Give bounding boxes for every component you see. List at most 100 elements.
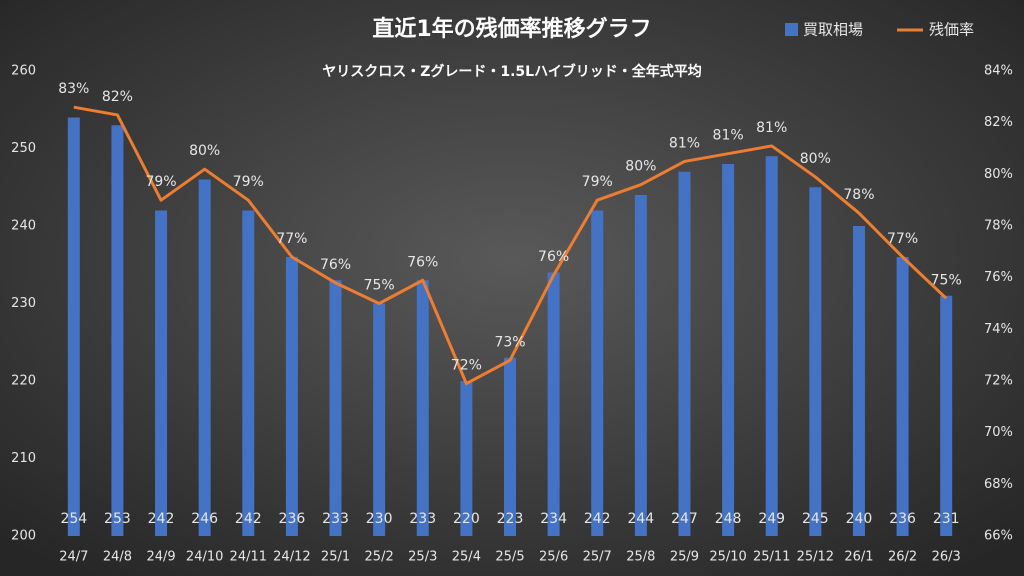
bar xyxy=(504,357,516,536)
y2-tick-label: 68% xyxy=(984,477,1013,492)
bar-value-label: 245 xyxy=(802,511,829,527)
bar-value-label: 248 xyxy=(715,511,742,527)
x-tick-label: 25/12 xyxy=(797,550,834,565)
y-tick-label: 210 xyxy=(11,451,36,466)
bar-value-label: 236 xyxy=(889,511,916,527)
bar-value-label: 253 xyxy=(104,511,131,527)
x-tick-label: 24/8 xyxy=(103,550,132,565)
line-value-label: 79% xyxy=(145,174,176,190)
x-tick-label: 24/10 xyxy=(186,550,223,565)
bar xyxy=(67,117,80,536)
bar-value-label: 242 xyxy=(235,511,262,527)
x-tick-label: 25/11 xyxy=(753,550,790,565)
x-tick-label: 25/3 xyxy=(408,550,437,565)
bar-value-label: 247 xyxy=(671,511,698,527)
bar xyxy=(460,381,473,536)
bar-value-label: 249 xyxy=(758,511,785,527)
bar xyxy=(852,226,865,536)
y2-tick-label: 80% xyxy=(984,167,1013,182)
bar-value-label: 220 xyxy=(453,511,480,527)
x-tick-label: 25/1 xyxy=(321,550,350,565)
bar xyxy=(111,125,124,536)
y-tick-label: 260 xyxy=(11,64,36,79)
x-tick-label: 26/2 xyxy=(888,550,917,565)
line-value-label: 80% xyxy=(800,151,831,167)
line xyxy=(73,105,948,386)
bar-value-label: 234 xyxy=(540,511,567,527)
line-value-label: 77% xyxy=(887,231,918,247)
line-value-label: 80% xyxy=(189,143,220,159)
x-tick-label: 25/7 xyxy=(583,550,612,565)
y-tick-label: 250 xyxy=(11,141,36,156)
bar-value-label: 233 xyxy=(409,511,436,527)
bar-value-label: 223 xyxy=(497,511,524,527)
line-value-label: 81% xyxy=(713,128,744,144)
y-tick-label: 200 xyxy=(11,529,36,544)
x-tick-label: 25/8 xyxy=(626,550,655,565)
x-tick-label: 26/3 xyxy=(932,550,961,565)
y-tick-label: 230 xyxy=(11,296,36,311)
bar-value-label: 231 xyxy=(933,511,960,527)
y2-tick-label: 82% xyxy=(984,115,1013,130)
bar xyxy=(809,187,822,536)
line-value-label: 82% xyxy=(102,89,133,105)
bar xyxy=(634,195,647,536)
y2-tick-label: 84% xyxy=(984,64,1013,79)
line-value-label: 72% xyxy=(451,358,482,374)
line-value-label: 81% xyxy=(756,120,787,136)
bar xyxy=(678,171,691,536)
line-value-label: 75% xyxy=(931,272,962,288)
line-value-label: 81% xyxy=(669,135,700,151)
bar xyxy=(416,280,429,536)
y2-tick-label: 70% xyxy=(984,425,1013,440)
bar-value-label: 230 xyxy=(366,511,393,527)
bar xyxy=(591,210,604,536)
chart-title: 直近1年の残価率推移グラフ xyxy=(372,16,651,42)
bar-value-label: 246 xyxy=(191,511,218,527)
line-value-label: 76% xyxy=(538,249,569,265)
x-tick-label: 24/11 xyxy=(230,550,267,565)
x-tick-label: 24/12 xyxy=(273,550,310,565)
line-value-label: 78% xyxy=(843,187,874,203)
line-value-label: 79% xyxy=(233,174,264,190)
line-value-label: 79% xyxy=(582,174,613,190)
bar xyxy=(242,210,255,536)
x-tick-label: 25/4 xyxy=(452,550,481,565)
y2-tick-label: 76% xyxy=(984,270,1013,285)
x-tick-label: 25/9 xyxy=(670,550,699,565)
y2-tick-label: 74% xyxy=(984,322,1013,337)
bar-value-label: 240 xyxy=(846,511,873,527)
bar xyxy=(722,164,735,536)
x-tick-label: 24/9 xyxy=(146,550,175,565)
legend-label: 残価率 xyxy=(929,21,974,39)
x-tick-label: 25/2 xyxy=(365,550,394,565)
bar-value-label: 244 xyxy=(627,511,654,527)
x-tick-label: 25/6 xyxy=(539,550,568,565)
y-tick-label: 240 xyxy=(11,219,36,234)
y2-tick-label: 72% xyxy=(984,374,1013,389)
legend-label: 買取相場 xyxy=(803,21,863,39)
legend-swatch xyxy=(785,23,798,36)
bar-value-label: 242 xyxy=(148,511,175,527)
line-value-label: 83% xyxy=(58,81,89,97)
chart-subtitle: ヤリスクロス・Zグレード・1.5Lハイブリッド・全年式平均 xyxy=(322,63,702,80)
y2-tick-label: 78% xyxy=(984,219,1013,234)
line-value-label: 80% xyxy=(625,159,656,175)
bar-value-label: 242 xyxy=(584,511,611,527)
bar xyxy=(896,257,909,536)
x-tick-label: 25/10 xyxy=(709,550,746,565)
bar xyxy=(547,272,560,536)
line-value-label: 76% xyxy=(407,254,438,270)
x-tick-label: 24/7 xyxy=(59,550,88,565)
line-value-label: 75% xyxy=(364,278,395,294)
bar xyxy=(373,303,386,536)
bar xyxy=(198,179,211,536)
line-value-label: 77% xyxy=(276,231,307,247)
line-value-label: 76% xyxy=(320,257,351,273)
bar-value-label: 233 xyxy=(322,511,349,527)
bar xyxy=(285,257,298,536)
bar-value-label: 236 xyxy=(279,511,306,527)
bar xyxy=(329,280,342,536)
